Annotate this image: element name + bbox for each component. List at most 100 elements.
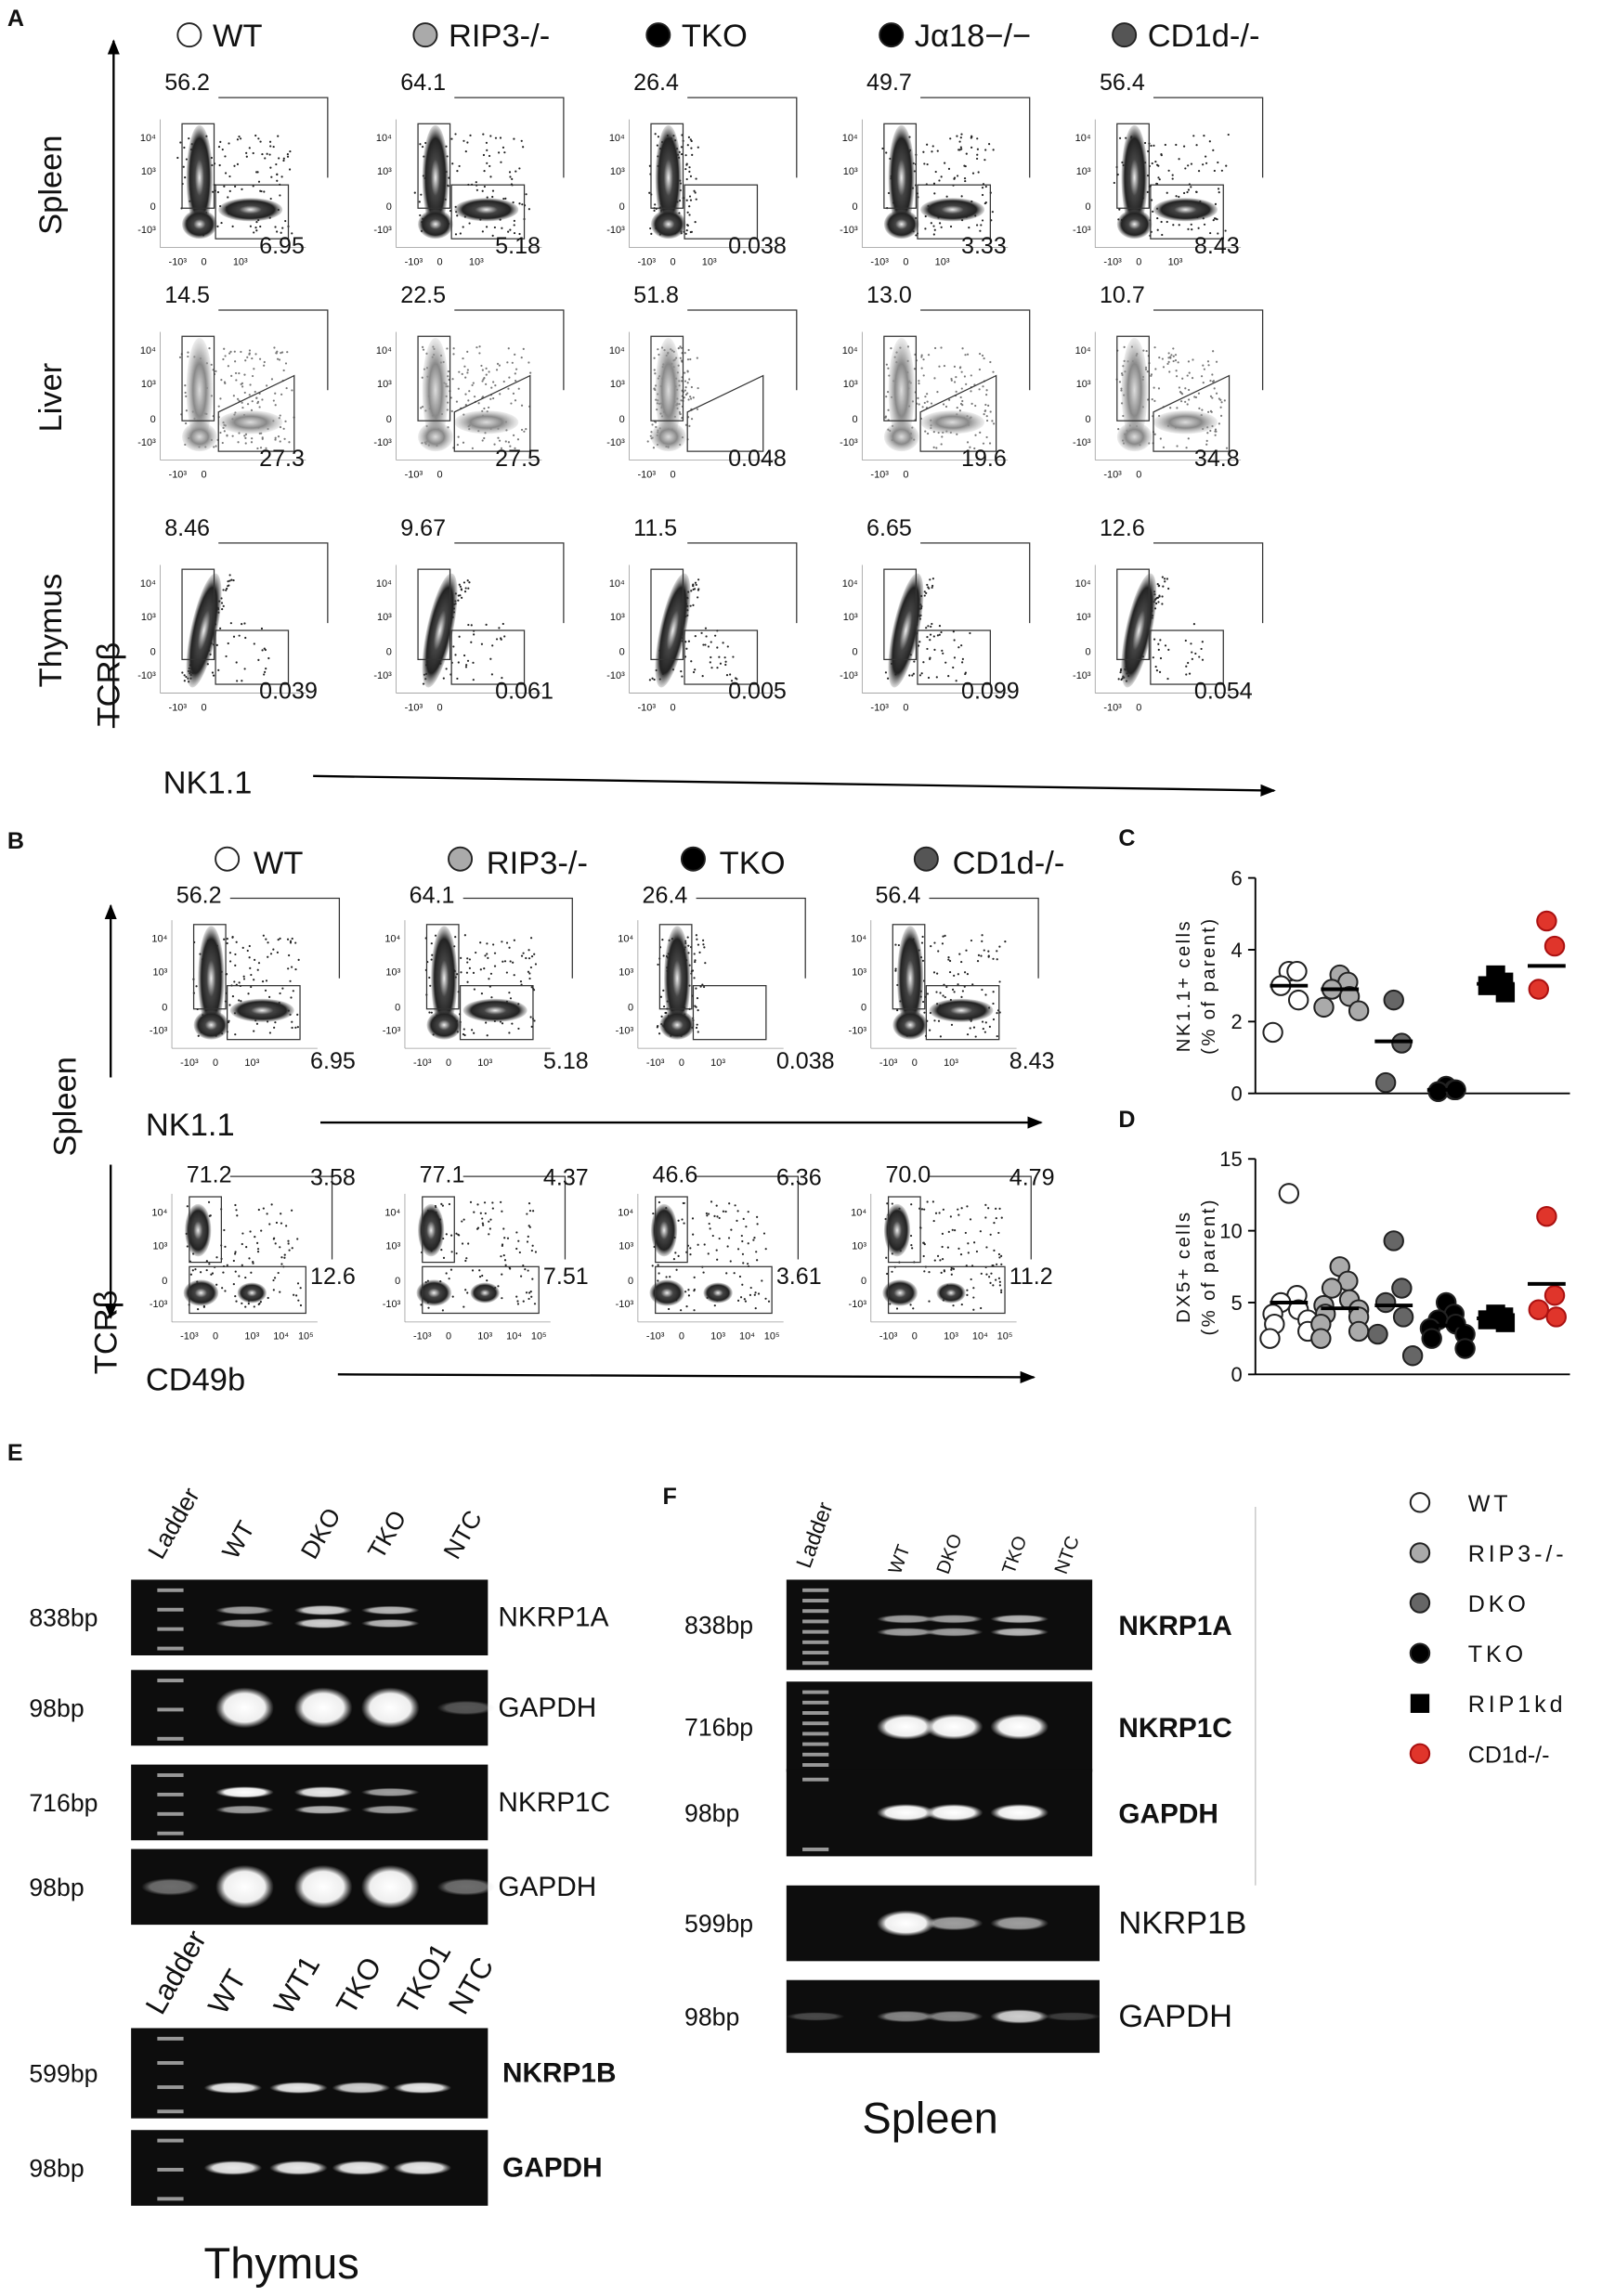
- event: [491, 1201, 494, 1204]
- data-point: [1536, 1205, 1557, 1227]
- event: [714, 634, 717, 637]
- event: [508, 1031, 511, 1034]
- event: [957, 983, 959, 986]
- gel-band: [990, 1628, 1049, 1637]
- event: [473, 1031, 475, 1034]
- data-point: [1287, 989, 1309, 1011]
- event: [988, 142, 991, 146]
- event: [690, 397, 693, 400]
- event: [657, 1279, 659, 1282]
- event: [728, 1202, 731, 1205]
- population: [218, 410, 283, 435]
- axis-arrow: [337, 1370, 1036, 1384]
- flow-tick-label: 10³: [843, 612, 858, 623]
- event: [726, 1245, 729, 1248]
- flow-tick-label: 10³: [377, 612, 392, 623]
- event: [658, 1200, 661, 1204]
- event: [244, 436, 247, 439]
- event: [991, 420, 994, 422]
- event: [228, 579, 231, 582]
- event: [923, 1270, 926, 1273]
- data-point: [1401, 1345, 1424, 1367]
- event: [688, 378, 691, 381]
- event: [1175, 195, 1178, 198]
- event: [184, 383, 187, 387]
- event: [513, 219, 515, 222]
- gate: [919, 374, 997, 452]
- lane-label: Ladder: [791, 1498, 838, 1571]
- event: [518, 232, 521, 236]
- flow-tick-label: -10³: [150, 1025, 168, 1036]
- event: [475, 181, 477, 184]
- gate-value: 6.95: [259, 233, 305, 259]
- flow-plot: [637, 1175, 799, 1323]
- event: [287, 1242, 290, 1245]
- event: [931, 150, 933, 153]
- gate: [454, 542, 565, 624]
- event: [507, 441, 511, 444]
- event: [1153, 399, 1156, 402]
- event: [940, 443, 943, 446]
- event: [466, 1291, 469, 1294]
- event: [480, 992, 484, 995]
- legend-label: CD1d-/-: [1148, 19, 1260, 54]
- event: [458, 164, 461, 168]
- event: [534, 963, 538, 966]
- event: [931, 577, 934, 580]
- event: [1219, 406, 1222, 409]
- event: [1154, 368, 1157, 370]
- event: [989, 1233, 992, 1236]
- event: [241, 1232, 244, 1235]
- event: [471, 1269, 475, 1272]
- event: [954, 381, 957, 383]
- event: [1153, 144, 1155, 147]
- flow-tick-label: 0: [903, 256, 908, 267]
- event: [234, 360, 237, 363]
- event: [270, 175, 273, 178]
- event: [658, 1272, 660, 1275]
- event: [697, 596, 699, 599]
- event: [921, 935, 924, 939]
- event: [1151, 162, 1153, 165]
- event: [736, 1248, 740, 1251]
- event: [939, 222, 942, 225]
- event: [280, 231, 282, 234]
- event: [464, 404, 467, 407]
- event: [513, 231, 516, 235]
- event: [228, 352, 231, 355]
- event: [503, 1237, 506, 1239]
- event: [279, 992, 281, 995]
- event: [478, 1269, 481, 1272]
- event: [223, 185, 226, 188]
- event: [931, 145, 934, 148]
- event: [695, 198, 697, 201]
- event: [263, 673, 266, 676]
- event: [243, 622, 246, 625]
- event: [966, 1205, 969, 1208]
- event: [981, 988, 983, 992]
- event: [529, 966, 533, 969]
- gate: [181, 568, 215, 661]
- flow-tick-label: -10³: [638, 256, 657, 267]
- flow-tick-label: 10³: [702, 256, 717, 267]
- gel-band: [786, 2012, 845, 2021]
- event: [504, 1264, 507, 1266]
- event: [1171, 174, 1174, 176]
- event: [475, 346, 478, 349]
- event: [684, 380, 687, 383]
- event: [922, 661, 925, 664]
- event: [236, 680, 239, 682]
- flow-tick-label: -10³: [373, 225, 392, 236]
- event: [490, 996, 493, 999]
- event: [933, 228, 936, 231]
- event: [430, 1011, 433, 1014]
- band-size: 599bp: [684, 1910, 753, 1938]
- flow-tick-label: 0: [395, 1276, 400, 1287]
- flow-tick-label: 10⁴: [609, 345, 625, 357]
- event: [1190, 162, 1193, 165]
- event: [686, 211, 689, 214]
- population: [1121, 124, 1148, 230]
- flow-tick-label: 10³: [1076, 166, 1091, 177]
- event: [1117, 678, 1120, 681]
- event: [261, 152, 264, 156]
